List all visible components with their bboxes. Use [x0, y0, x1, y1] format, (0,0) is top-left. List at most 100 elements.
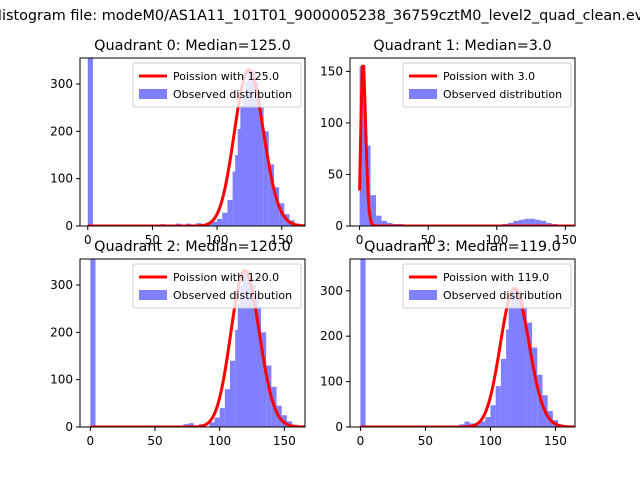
histogram-bar: [250, 69, 256, 226]
axes-frame: [349, 258, 576, 428]
histogram-bar: [255, 306, 262, 427]
panel-quadrant-1: 0 50 100 150 0 50 100 150 Quadrant 1: Median=3.0…: [320, 38, 577, 247]
legend-hist-swatch: [409, 290, 437, 300]
plot-area: [360, 259, 575, 427]
x-tick-label: 150: [270, 233, 293, 247]
histogram-bar: [250, 285, 256, 427]
legend-hist-label: Observed distribution: [443, 88, 562, 101]
histogram-bar: [507, 222, 514, 226]
histogram-bar: [480, 421, 486, 427]
panel-title: Quadrant 3: Median=119.0: [364, 239, 561, 255]
histogram-bar: [219, 408, 225, 427]
histogram-bar: [518, 219, 525, 226]
histogram-bar: [532, 347, 538, 427]
histogram-bar: [240, 285, 246, 427]
legend-line-label: Poission with 119.0: [443, 271, 549, 284]
x-tick-label: 0: [357, 434, 365, 448]
y-tick-label: 0: [335, 219, 343, 233]
y-tick-label: 300: [50, 77, 73, 91]
histogram-bar: [235, 155, 241, 226]
histogram-bar: [516, 290, 522, 427]
histogram-bar: [242, 273, 249, 427]
legend-line-label: Poission with 3.0: [443, 70, 535, 83]
histogram-bar: [224, 389, 230, 427]
histogram-bar: [273, 187, 280, 226]
legend-box: [402, 263, 572, 309]
histogram-bar: [546, 222, 552, 226]
legend-hist-label: Observed distribution: [443, 289, 562, 302]
panel-quadrant-0: 0 50 100 150 0 100 200 300 Quadrant 0: Median=12…: [50, 38, 306, 247]
y-tick-label: 200: [50, 124, 73, 138]
histogram-bar: [87, 58, 93, 226]
x-tick-label: 50: [421, 233, 436, 247]
histogram-bar: [268, 164, 274, 226]
histogram-bar: [526, 322, 533, 427]
panel-quadrant-3: 0 50 100 150 0 100 200 300 Quadrant 3: Median=11…: [320, 239, 576, 448]
panel-title: Quadrant 2: Median=120.0: [94, 239, 291, 255]
histogram-bar: [242, 95, 249, 226]
histogram-bar: [188, 423, 194, 427]
y-tick-label: 100: [50, 373, 73, 387]
legend-hist-swatch: [139, 89, 167, 99]
histogram-bar: [524, 218, 530, 226]
x-tick-label: 100: [206, 233, 229, 247]
y-tick-label: 100: [50, 172, 73, 186]
legend-hist-swatch: [139, 290, 167, 300]
histogram-bar: [240, 105, 246, 226]
axes-frame: [79, 57, 306, 227]
x-tick-label: 150: [544, 434, 567, 448]
x-tick-label: 0: [84, 233, 92, 247]
panel-title: Quadrant 0: Median=125.0: [94, 38, 291, 54]
x-tick-label: 50: [418, 434, 433, 448]
histogram-bar: [222, 212, 228, 226]
histogram-bar: [255, 93, 262, 226]
y-tick-label: 200: [320, 329, 343, 343]
x-tick-label: 50: [145, 233, 160, 247]
histogram-bar: [235, 329, 241, 427]
histogram-bar: [495, 386, 501, 427]
y-tick-label: 0: [335, 420, 343, 434]
y-tick-label: 300: [320, 284, 343, 298]
y-tick-label: 150: [320, 64, 343, 78]
histogram-bar: [521, 306, 527, 427]
poisson-curve: [360, 287, 575, 427]
x-tick-label: 100: [485, 233, 508, 247]
histogram-bar: [360, 259, 366, 427]
y-tick-label: 300: [50, 278, 73, 292]
legend-box: [132, 263, 302, 309]
figure-suptitle: Histogram file: modeM0/AS1A11_101T01_900…: [0, 8, 640, 24]
y-tick-label: 0: [65, 420, 73, 434]
histogram-bar: [209, 422, 215, 427]
histogram-bar: [381, 220, 388, 226]
histogram-bar: [261, 332, 267, 427]
x-tick-label: 50: [147, 434, 162, 448]
x-tick-label: 100: [208, 434, 231, 448]
histogram-bar: [248, 74, 254, 226]
histogram-bar: [387, 222, 393, 226]
axes-frame: [79, 258, 306, 428]
histogram-bar: [230, 360, 236, 427]
histogram-bar: [359, 66, 366, 226]
histogram-bar: [513, 220, 519, 226]
legend-box: [132, 62, 302, 108]
histogram-bar: [248, 277, 254, 427]
histogram-bar: [263, 131, 269, 226]
histogram-bar: [227, 199, 233, 226]
histogram-bar: [258, 107, 264, 226]
x-tick-label: 0: [87, 434, 95, 448]
plot-area: [358, 64, 575, 226]
legend-hist-label: Observed distribution: [173, 88, 292, 101]
x-tick-label: 150: [273, 434, 296, 448]
histogram-bar: [266, 365, 272, 427]
y-tick-label: 0: [65, 219, 73, 233]
x-tick-label: 100: [479, 434, 502, 448]
histogram-bar: [214, 417, 220, 427]
histogram-bar: [370, 195, 377, 226]
histogram-bar: [211, 221, 218, 226]
histogram-bar: [90, 259, 96, 427]
histogram-bar: [500, 358, 507, 427]
plot-area: [87, 58, 305, 226]
histogram-bar: [217, 218, 223, 226]
y-tick-label: 200: [50, 325, 73, 339]
